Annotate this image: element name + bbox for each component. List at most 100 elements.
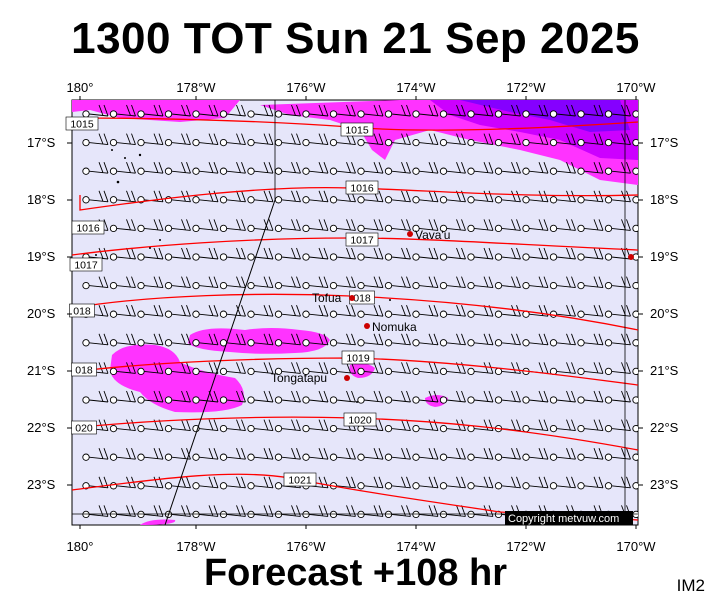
wind-barb bbox=[467, 190, 494, 204]
wind-barb bbox=[274, 305, 301, 318]
wind-barb bbox=[439, 305, 466, 318]
wind-barb bbox=[329, 505, 356, 519]
wind-barb bbox=[522, 448, 549, 461]
wind-barb bbox=[412, 333, 439, 347]
isobar-label: 018 bbox=[349, 290, 375, 305]
wind-barb bbox=[82, 448, 109, 461]
wind-barb bbox=[137, 133, 164, 147]
wind-barb bbox=[192, 476, 219, 490]
wind-barb bbox=[604, 190, 631, 204]
wind-barb bbox=[577, 104, 604, 118]
wind-barb bbox=[522, 133, 549, 147]
wind-barb bbox=[632, 138, 638, 147]
wind-barb bbox=[467, 419, 494, 433]
wind-barb bbox=[384, 247, 411, 261]
wind-barb bbox=[247, 419, 274, 433]
wind-barb bbox=[329, 448, 356, 461]
svg-text:18°S: 18°S bbox=[650, 192, 679, 207]
wind-barb bbox=[494, 333, 521, 347]
wind-barb bbox=[384, 362, 411, 376]
tick-marks bbox=[67, 96, 643, 529]
tongatapu-label: Tongatapu bbox=[271, 371, 327, 385]
wind-barb bbox=[192, 276, 219, 290]
wind-barb bbox=[192, 305, 219, 318]
wind-barb bbox=[109, 362, 136, 376]
wind-barb bbox=[247, 190, 274, 204]
tofua-dot bbox=[349, 295, 355, 301]
islands bbox=[95, 149, 391, 403]
wind-barb bbox=[329, 390, 356, 404]
wind-barb bbox=[522, 247, 549, 261]
wind-barb bbox=[109, 276, 136, 290]
wind-barb bbox=[357, 362, 384, 376]
wind-barb bbox=[82, 162, 109, 175]
wind-barb bbox=[549, 162, 576, 175]
svg-text:1016: 1016 bbox=[350, 183, 374, 195]
wind-barb bbox=[274, 133, 301, 147]
wind-barb bbox=[384, 419, 411, 433]
wind-barb bbox=[274, 219, 301, 233]
wind-barb bbox=[357, 448, 384, 461]
wind-barb bbox=[164, 219, 191, 233]
wind-barb bbox=[109, 333, 136, 347]
wind-barb bbox=[632, 396, 638, 404]
wind-barb bbox=[604, 419, 631, 433]
wind-barb bbox=[604, 476, 631, 490]
wind-barb bbox=[219, 104, 246, 118]
svg-text:018: 018 bbox=[73, 306, 91, 318]
wind-barb bbox=[384, 448, 411, 461]
wind-barb bbox=[577, 333, 604, 347]
wind-barb bbox=[274, 419, 301, 433]
svg-text:174°W: 174°W bbox=[396, 80, 436, 95]
wind-barb bbox=[219, 219, 246, 233]
map-title: 1300 TOT Sun 21 Sep 2025 bbox=[71, 14, 640, 63]
svg-text:23°S: 23°S bbox=[650, 477, 679, 492]
wind-barb bbox=[247, 219, 274, 233]
wind-barb bbox=[549, 419, 576, 433]
svg-text:1019: 1019 bbox=[346, 353, 370, 365]
svg-text:176°W: 176°W bbox=[286, 80, 326, 95]
svg-text:17°S: 17°S bbox=[27, 135, 56, 150]
wind-barb bbox=[577, 448, 604, 461]
wind-barb bbox=[302, 419, 329, 433]
wind-barb bbox=[632, 110, 638, 118]
wind-barb bbox=[494, 219, 521, 233]
wind-barb bbox=[82, 133, 109, 147]
wind-barb bbox=[192, 219, 219, 233]
wind-barb bbox=[577, 390, 604, 404]
latitude-axis-left: 17°S 18°S 19°S 20°S 21°S 22°S 23°S bbox=[27, 135, 56, 492]
wind-barb bbox=[412, 390, 439, 404]
wind-barb bbox=[219, 333, 246, 347]
wind-barb bbox=[247, 305, 274, 318]
svg-text:17°S: 17°S bbox=[650, 135, 679, 150]
wind-barb bbox=[632, 339, 638, 347]
wind-barb bbox=[109, 390, 136, 404]
wind-barb bbox=[109, 104, 136, 118]
wind-barb bbox=[357, 419, 384, 433]
wind-barb bbox=[109, 247, 136, 261]
wind-barb bbox=[439, 276, 466, 290]
wind-barb bbox=[522, 104, 549, 118]
wind-barb bbox=[329, 162, 356, 175]
wind-barb bbox=[412, 476, 439, 490]
wind-barb bbox=[164, 104, 191, 118]
wind-barb bbox=[274, 448, 301, 461]
wind-barb bbox=[302, 133, 329, 147]
isobar-label: 020 bbox=[71, 420, 97, 435]
wind-barb bbox=[137, 305, 164, 318]
wind-barb bbox=[109, 448, 136, 461]
wind-barb bbox=[109, 133, 136, 147]
svg-text:176°W: 176°W bbox=[286, 539, 326, 554]
tofua-label: Tofua bbox=[312, 291, 342, 305]
svg-text:174°W: 174°W bbox=[396, 539, 436, 554]
wind-barb bbox=[632, 310, 638, 318]
svg-text:1015: 1015 bbox=[70, 119, 94, 131]
wind-barb bbox=[577, 162, 604, 175]
wind-barb bbox=[412, 448, 439, 461]
wind-barb bbox=[494, 190, 521, 204]
wind-barb bbox=[137, 276, 164, 290]
wind-barb bbox=[302, 305, 329, 318]
svg-text:20°S: 20°S bbox=[27, 306, 56, 321]
wind-barb bbox=[632, 196, 638, 204]
isobar-label: 1020 bbox=[343, 412, 377, 427]
